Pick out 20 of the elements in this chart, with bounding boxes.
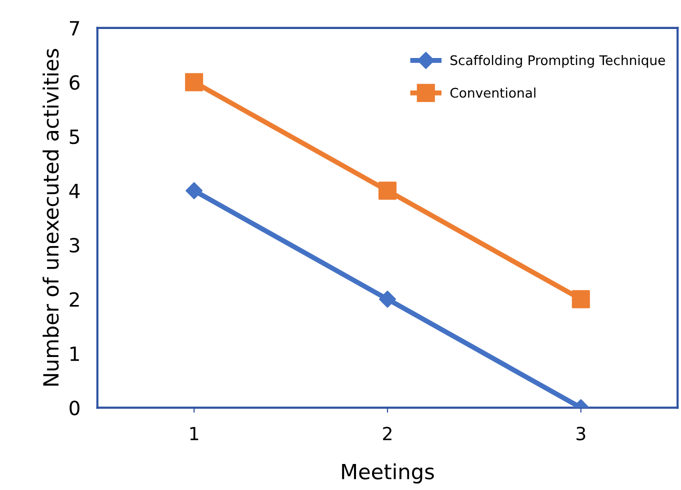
legend-label: Conventional	[450, 88, 536, 98]
x-tick-label: 2	[383, 426, 392, 440]
y-tick-label: 3	[70, 238, 80, 253]
point	[185, 73, 204, 92]
y-tick-label: 6	[70, 75, 80, 90]
x-tick-label: 1	[190, 426, 198, 440]
point	[378, 290, 396, 308]
y-tick-label: 2	[70, 292, 79, 307]
point	[572, 290, 590, 308]
point	[186, 182, 203, 200]
y-axis-title: Number of unexecuted activities	[42, 48, 59, 386]
y-tick-label: 4	[69, 184, 80, 198]
y-tick-label: 7	[70, 21, 80, 36]
legend-label: Scaffolding Prompting Technique	[450, 54, 666, 68]
y-tick-label: 0	[70, 400, 80, 416]
x-axis-title: Meetings	[342, 463, 434, 484]
y-tick-label: 1	[70, 346, 79, 361]
x-tick-label: 3	[576, 426, 586, 440]
y-tick-label: 5	[70, 130, 80, 144]
point	[378, 182, 397, 200]
